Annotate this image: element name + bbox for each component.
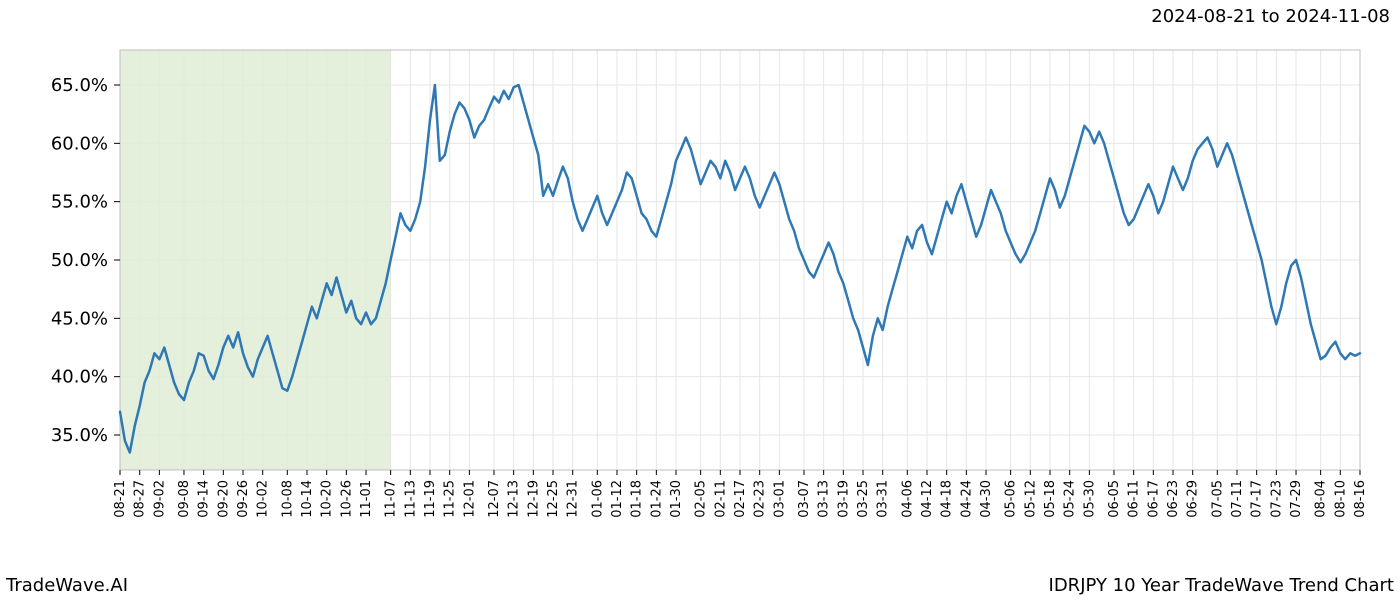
x-tick-label: 02-11 xyxy=(713,480,728,518)
x-tick-label: 11-19 xyxy=(423,480,438,518)
y-tick-label: 35.0% xyxy=(51,425,108,446)
x-tick-label: 05-06 xyxy=(1004,480,1019,518)
x-tick-label: 05-18 xyxy=(1043,480,1058,518)
y-axis: 35.0% 40.0% 45.0% 50.0% 55.0% 60.0% 65.0% xyxy=(51,75,120,446)
x-tick-label: 07-11 xyxy=(1230,480,1245,518)
x-tick-label: 07-29 xyxy=(1289,480,1304,518)
x-tick-label: 09-02 xyxy=(152,480,167,518)
x-tick-label: 05-24 xyxy=(1063,480,1078,518)
chart-title: IDRJPY 10 Year TradeWave Trend Chart xyxy=(1049,575,1394,596)
x-tick-label: 03-07 xyxy=(797,480,812,518)
x-tick-label: 03-31 xyxy=(876,480,891,518)
x-tick-label: 10-02 xyxy=(256,480,271,518)
x-tick-label: 07-17 xyxy=(1250,480,1265,518)
x-tick-label: 04-12 xyxy=(920,480,935,518)
x-tick-label: 04-18 xyxy=(940,480,955,518)
x-tick-label: 12-01 xyxy=(462,480,477,518)
x-tick-label: 10-20 xyxy=(320,480,335,518)
chart-svg: 35.0% 40.0% 45.0% 50.0% 55.0% 60.0% 65.0% 08-21… xyxy=(0,40,1400,560)
x-tick-label: 03-19 xyxy=(836,480,851,518)
x-tick-label: 12-07 xyxy=(487,480,502,518)
x-tick-label: 06-17 xyxy=(1146,480,1161,518)
x-tick-label: 01-06 xyxy=(590,480,605,518)
x-tick-label: 10-14 xyxy=(300,480,315,518)
trend-chart: 35.0% 40.0% 45.0% 50.0% 55.0% 60.0% 65.0% 08-21… xyxy=(0,40,1400,560)
x-axis: 08-21 08-27 09-02 09-08 09-14 09-20 09-26 10-02… xyxy=(113,470,1368,518)
x-tick-label: 12-19 xyxy=(526,480,541,518)
x-tick-label: 08-16 xyxy=(1353,480,1368,518)
x-tick-label: 11-25 xyxy=(443,480,458,518)
x-tick-label: 09-08 xyxy=(177,480,192,518)
date-range-label: 2024-08-21 to 2024-11-08 xyxy=(1151,6,1390,27)
x-tick-label: 07-23 xyxy=(1269,480,1284,518)
highlight-region xyxy=(120,50,391,470)
y-tick-label: 40.0% xyxy=(51,367,108,388)
x-tick-label: 11-13 xyxy=(403,480,418,518)
x-tick-label: 02-05 xyxy=(694,480,709,518)
x-tick-label: 06-11 xyxy=(1127,480,1142,518)
x-tick-label: 03-01 xyxy=(772,480,787,518)
x-tick-label: 09-20 xyxy=(216,480,231,518)
x-tick-label: 08-04 xyxy=(1314,480,1329,518)
x-tick-label: 09-26 xyxy=(236,480,251,518)
x-tick-label: 04-30 xyxy=(979,480,994,518)
x-tick-label: 01-12 xyxy=(610,480,625,518)
x-tick-label: 01-18 xyxy=(630,480,645,518)
y-tick-label: 50.0% xyxy=(51,250,108,271)
x-tick-label: 12-31 xyxy=(566,480,581,518)
brand-label: TradeWave.AI xyxy=(6,575,128,596)
x-tick-label: 06-23 xyxy=(1166,480,1181,518)
x-tick-label: 11-07 xyxy=(384,480,399,518)
x-tick-label: 12-13 xyxy=(507,480,522,518)
x-tick-label: 08-21 xyxy=(113,480,128,518)
x-tick-label: 04-24 xyxy=(959,480,974,518)
x-tick-label: 06-05 xyxy=(1107,480,1122,518)
x-tick-label: 03-25 xyxy=(856,480,871,518)
x-tick-label: 02-23 xyxy=(753,480,768,518)
x-tick-label: 03-13 xyxy=(817,480,832,518)
y-tick-label: 55.0% xyxy=(51,192,108,213)
x-tick-label: 09-14 xyxy=(197,480,212,518)
x-tick-label: 05-12 xyxy=(1023,480,1038,518)
x-tick-label: 10-08 xyxy=(280,480,295,518)
x-tick-label: 12-25 xyxy=(546,480,561,518)
x-tick-label: 02-17 xyxy=(733,480,748,518)
x-tick-label: 08-27 xyxy=(133,480,148,518)
y-tick-label: 65.0% xyxy=(51,75,108,96)
x-tick-label: 01-24 xyxy=(649,480,664,518)
x-tick-label: 08-10 xyxy=(1333,480,1348,518)
x-tick-label: 07-05 xyxy=(1210,480,1225,518)
x-tick-label: 05-30 xyxy=(1082,480,1097,518)
y-tick-label: 45.0% xyxy=(51,308,108,329)
x-tick-label: 10-26 xyxy=(339,480,354,518)
x-tick-label: 06-29 xyxy=(1186,480,1201,518)
y-tick-label: 60.0% xyxy=(51,133,108,154)
x-tick-label: 01-30 xyxy=(669,480,684,518)
x-tick-label: 04-06 xyxy=(900,480,915,518)
x-tick-label: 11-01 xyxy=(359,480,374,518)
